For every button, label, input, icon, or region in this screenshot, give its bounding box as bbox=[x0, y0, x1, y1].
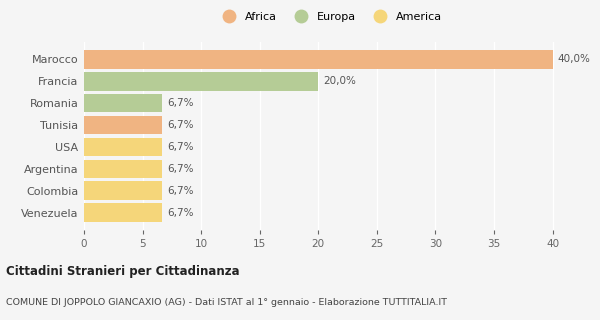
Text: 6,7%: 6,7% bbox=[167, 142, 194, 152]
Text: 6,7%: 6,7% bbox=[167, 164, 194, 174]
Bar bbox=[84, 50, 553, 69]
Bar bbox=[84, 72, 318, 91]
Text: Cittadini Stranieri per Cittadinanza: Cittadini Stranieri per Cittadinanza bbox=[6, 265, 239, 278]
Text: 6,7%: 6,7% bbox=[167, 120, 194, 130]
Bar bbox=[84, 181, 163, 200]
Legend: Africa, Europa, America: Africa, Europa, America bbox=[216, 9, 444, 24]
Text: 20,0%: 20,0% bbox=[323, 76, 356, 86]
Bar bbox=[84, 94, 163, 113]
Text: 40,0%: 40,0% bbox=[557, 54, 590, 64]
Bar bbox=[84, 138, 163, 156]
Bar bbox=[84, 116, 163, 134]
Bar bbox=[84, 159, 163, 178]
Text: COMUNE DI JOPPOLO GIANCAXIO (AG) - Dati ISTAT al 1° gennaio - Elaborazione TUTTI: COMUNE DI JOPPOLO GIANCAXIO (AG) - Dati … bbox=[6, 298, 447, 307]
Text: 6,7%: 6,7% bbox=[167, 208, 194, 218]
Text: 6,7%: 6,7% bbox=[167, 98, 194, 108]
Text: 6,7%: 6,7% bbox=[167, 186, 194, 196]
Bar bbox=[84, 203, 163, 222]
